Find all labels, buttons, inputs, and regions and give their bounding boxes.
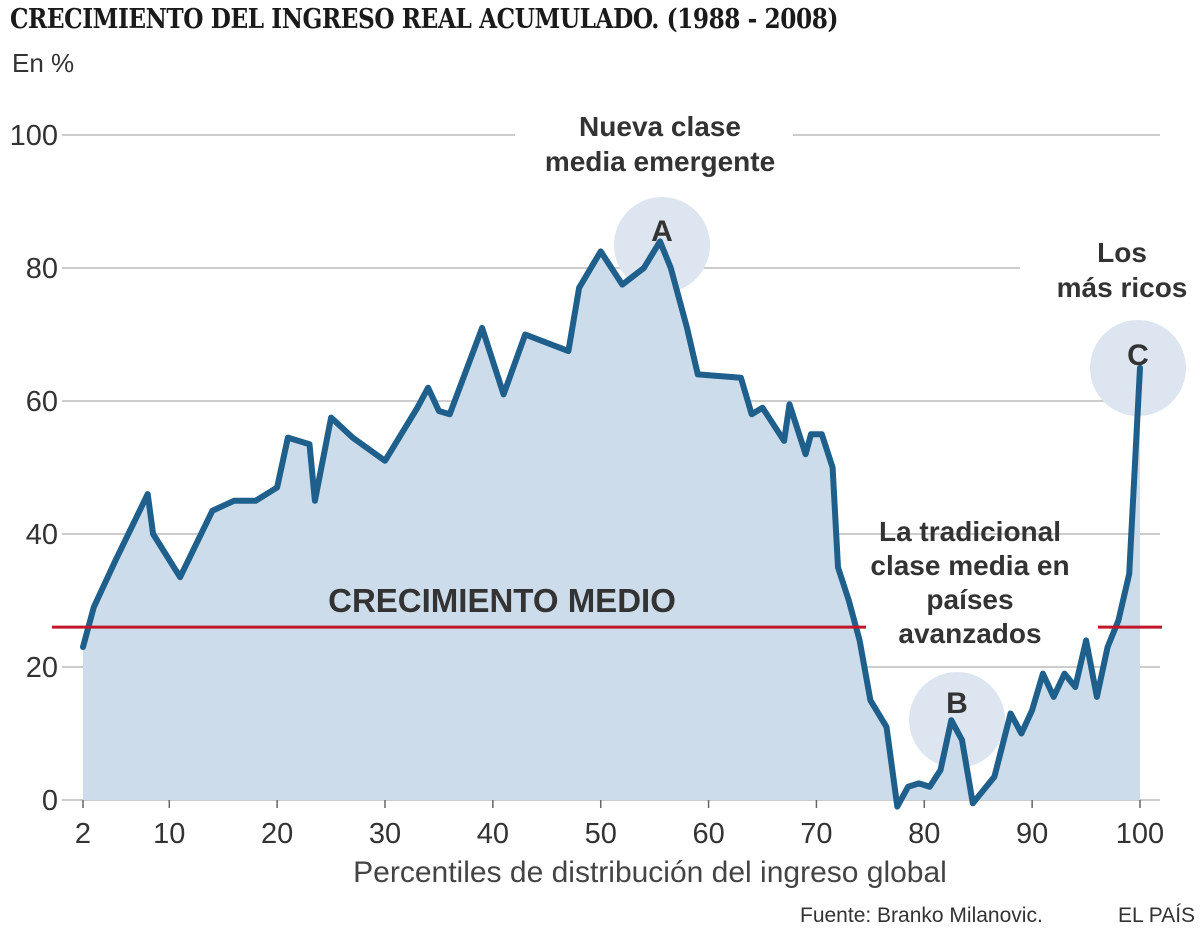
x-tick-60: 60 [692,818,724,850]
x-axis-label: Percentiles de distribución del ingreso … [353,856,947,889]
average-line-label: CRECIMIENTO MEDIO [328,582,676,619]
x-tick-30: 30 [369,818,401,850]
axis-ticks: 0 20 40 60 80 100 2 10 20 30 40 50 60 70 80 90 100 [10,120,1165,850]
average-growth-layer: CRECIMIENTO MEDIO [52,582,1162,629]
annotations: A Nueva clase media emergente B La tradicion… [545,111,1188,720]
growth-area-fill [83,241,1140,807]
y-tick-0: 0 [42,785,58,817]
annotation-c-line-2: más ricos [1057,272,1188,303]
annotation-marker-a: A [651,215,673,248]
annotation-b-line-2: clase media en [870,550,1069,581]
annotation-b-line-1: La tradicional [879,516,1061,547]
x-tick-100: 100 [1116,818,1164,850]
x-tick-70: 70 [800,818,832,850]
x-tick-2: 2 [75,818,91,850]
annotation-marker-c: C [1127,339,1149,372]
y-tick-20: 20 [26,652,58,684]
annotation-b-line-4: avanzados [898,618,1041,649]
y-axis-unit: En % [12,48,75,78]
highlight-circle-b [909,672,1005,768]
x-tick-50: 50 [585,818,617,850]
y-tick-60: 60 [26,386,58,418]
annotation-b-line-3: países [926,584,1013,615]
x-tick-10: 10 [153,818,185,850]
chart-title: CRECIMIENTO DEL INGRESO REAL ACUMULADO. … [10,4,839,35]
x-tick-80: 80 [908,818,940,850]
annotation-c-line-1: Los [1097,237,1147,268]
publisher-logo: EL PAÍS [1118,904,1196,927]
x-tick-40: 40 [477,818,509,850]
x-tick-20: 20 [261,818,293,850]
y-tick-40: 40 [26,519,58,551]
annotation-a-line-1: Nueva clase [579,111,741,142]
source-credit: Fuente: Branko Milanovic. [800,904,1043,927]
annotation-a-line-2: media emergente [545,146,775,177]
y-tick-80: 80 [26,253,58,285]
growth-series-line [80,238,1143,810]
annotation-marker-b: B [946,687,968,720]
x-tick-90: 90 [1016,818,1048,850]
y-tick-100: 100 [10,120,58,152]
